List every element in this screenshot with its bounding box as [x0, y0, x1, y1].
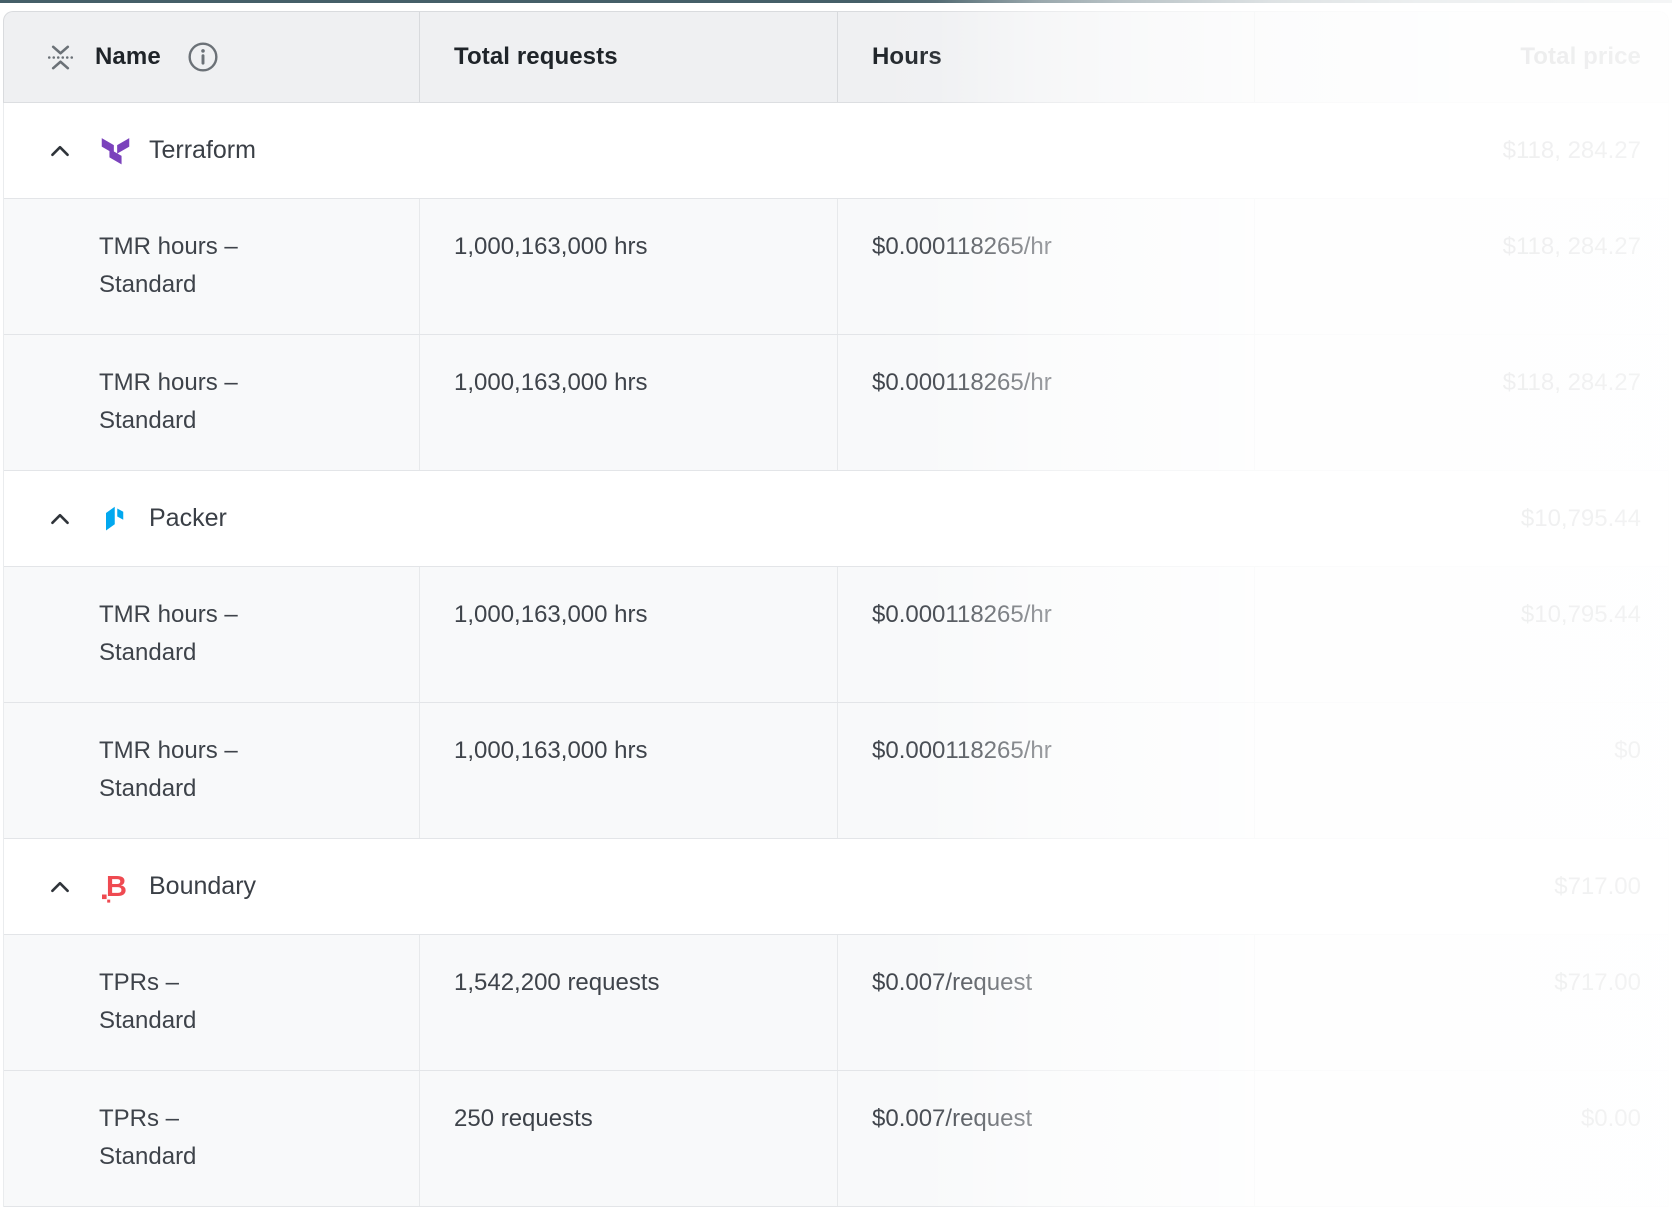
column-header-total-requests: Total requests [419, 12, 837, 102]
group-label: Boundary [149, 872, 257, 900]
group-label: Packer [149, 504, 227, 532]
collapse-all-icon[interactable] [47, 44, 74, 71]
table-body: Terraform $118, 284.27 TMR hours – Stand… [3, 103, 1669, 1207]
group-total-price: $717.00 [1554, 872, 1641, 900]
table-row: TMR hours – Standard 1,000,163,000 hrs $… [4, 703, 1668, 839]
cell-hours-rate: $0.000118265/hr [837, 199, 1254, 334]
info-icon[interactable] [187, 41, 219, 73]
column-header-name: Name [4, 12, 419, 102]
cell-hours-rate: $0.007/request [837, 935, 1254, 1070]
cell-name: TMR hours – Standard [4, 335, 419, 470]
cell-total-requests: 1,000,163,000 hrs [419, 199, 837, 334]
chevron-up-icon[interactable] [47, 138, 73, 164]
table-row: TMR hours – Standard 1,000,163,000 hrs $… [4, 335, 1668, 471]
table-row: TPRs – Standard 250 requests $0.007/requ… [4, 1071, 1668, 1207]
cell-hours-rate: $0.000118265/hr [837, 703, 1254, 838]
cell-name: TMR hours – Standard [4, 567, 419, 702]
column-header-total-price: Total price [1254, 12, 1668, 102]
terraform-logo-icon [99, 134, 132, 168]
usage-table: Name Total requests Hours Total price [3, 11, 1669, 1207]
cell-total-price: $717.00 [1254, 935, 1668, 1070]
table-row: TPRs – Standard 1,542,200 requests $0.00… [4, 935, 1668, 1071]
top-accent-bar [0, 0, 1672, 3]
svg-text:B: B [106, 871, 127, 903]
cell-total-price: $118, 284.27 [1254, 199, 1668, 334]
chevron-up-icon[interactable] [47, 506, 73, 532]
cell-total-requests: 1,000,163,000 hrs [419, 567, 837, 702]
cell-total-price: $0.00 [1254, 1071, 1668, 1206]
cell-name: TMR hours – Standard [4, 199, 419, 334]
cell-name: TPRs – Standard [4, 935, 419, 1070]
cell-total-price: $10,795.44 [1254, 567, 1668, 702]
packer-logo-icon [99, 502, 132, 536]
cell-total-price: $0 [1254, 703, 1668, 838]
table-row: TMR hours – Standard 1,000,163,000 hrs $… [4, 567, 1668, 703]
cell-name: TMR hours – Standard [4, 703, 419, 838]
column-header-name-label: Name [95, 43, 161, 70]
boundary-logo-icon: B [99, 870, 132, 904]
group-label: Terraform [149, 136, 256, 164]
column-header-hours: Hours [837, 12, 1254, 102]
cell-hours-rate: $0.000118265/hr [837, 335, 1254, 470]
group-total-price: $10,795.44 [1520, 504, 1641, 532]
cell-hours-rate: $0.000118265/hr [837, 567, 1254, 702]
group-row-terraform[interactable]: Terraform $118, 284.27 [4, 103, 1668, 199]
cell-hours-rate: $0.007/request [837, 1071, 1254, 1206]
cell-total-requests: 1,000,163,000 hrs [419, 335, 837, 470]
cell-total-requests: 1,542,200 requests [419, 935, 837, 1070]
table-header-row: Name Total requests Hours Total price [3, 11, 1669, 103]
cell-total-requests: 1,000,163,000 hrs [419, 703, 837, 838]
cell-total-requests: 250 requests [419, 1071, 837, 1206]
cell-total-price: $118, 284.27 [1254, 335, 1668, 470]
table-row: TMR hours – Standard 1,000,163,000 hrs $… [4, 199, 1668, 335]
group-total-price: $118, 284.27 [1502, 136, 1641, 164]
group-row-boundary[interactable]: B Boundary $717.00 [4, 839, 1668, 935]
group-row-packer[interactable]: Packer $10,795.44 [4, 471, 1668, 567]
cell-name: TPRs – Standard [4, 1071, 419, 1206]
chevron-up-icon[interactable] [47, 874, 73, 900]
